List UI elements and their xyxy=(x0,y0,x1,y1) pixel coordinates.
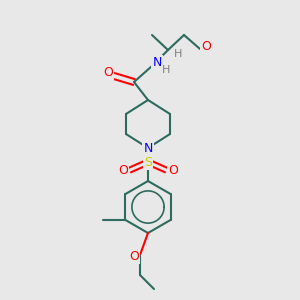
Text: N: N xyxy=(152,56,162,68)
Text: O: O xyxy=(103,65,113,79)
Text: H: H xyxy=(174,49,182,59)
Text: O: O xyxy=(168,164,178,176)
Text: O: O xyxy=(129,250,139,262)
Text: S: S xyxy=(144,155,152,169)
Text: H: H xyxy=(162,65,170,75)
Text: N: N xyxy=(143,142,153,155)
Text: O: O xyxy=(201,40,211,52)
Text: O: O xyxy=(118,164,128,176)
